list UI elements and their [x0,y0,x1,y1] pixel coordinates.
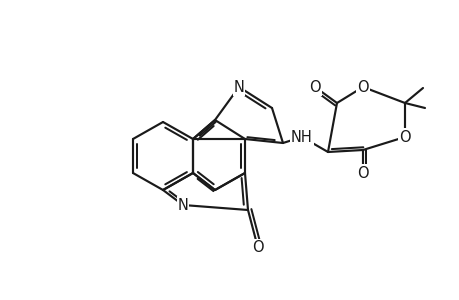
Text: O: O [252,241,263,256]
Text: O: O [308,80,320,94]
Text: O: O [398,130,410,145]
Text: O: O [356,166,368,181]
Text: N: N [177,197,188,212]
Text: NH: NH [291,130,312,145]
Text: O: O [356,80,368,94]
Text: N: N [233,80,244,94]
